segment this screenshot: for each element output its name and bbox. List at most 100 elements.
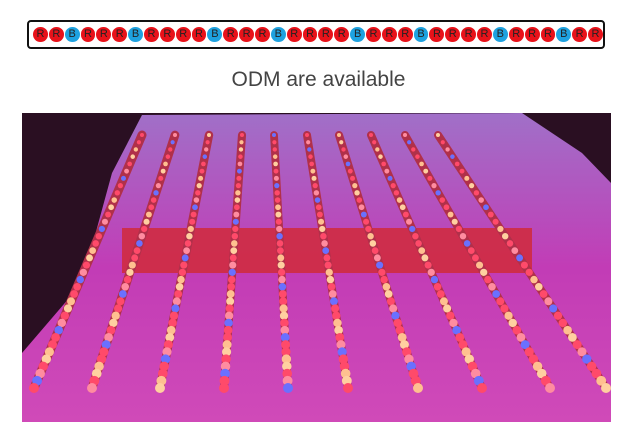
led-light [397,333,407,342]
led-light [511,247,519,255]
led-light [378,154,383,159]
led-light [114,190,120,196]
led-light [229,261,237,269]
led-light [530,275,538,284]
led-light [458,340,468,350]
led-light [48,340,57,350]
led-light [393,190,400,196]
led-light [274,197,281,203]
led-light [228,268,236,276]
led-light [87,383,97,393]
led-light [173,133,177,137]
led-light [483,204,489,211]
led-light [326,275,335,284]
led-light [189,218,196,225]
led-light [508,318,517,328]
led-red: R [159,27,175,42]
led-light [86,254,93,262]
led-light [343,383,353,393]
led-light [92,240,99,247]
led-light [386,297,395,306]
led-light [340,368,351,379]
led-light [331,304,340,313]
led-light [171,304,180,313]
led-light [172,297,181,306]
led-light [327,283,336,291]
led-light [404,354,414,364]
led-light [315,204,322,211]
led-light [276,233,283,240]
led-light [451,218,458,225]
led-light [477,383,487,393]
led-light [145,211,152,218]
led-light [143,218,150,225]
led-light [277,268,286,276]
led-light [162,347,172,357]
led-red: R [80,27,96,42]
led-light [332,311,341,320]
led-light [184,240,192,247]
led-light [148,204,155,211]
led-light [201,161,206,167]
led-light [418,247,426,255]
led-light [220,361,231,372]
led-red: R [524,27,540,42]
led-red: R [223,27,239,42]
led-light [525,268,533,276]
led-light [279,311,289,320]
led-light [407,140,412,145]
led-light [106,325,116,335]
led-light [278,283,287,291]
led-light [226,297,235,306]
led-light [95,233,103,240]
led-light [436,290,445,298]
led-light [464,175,470,181]
led-light [98,225,105,233]
led-light [492,290,501,298]
led-light [272,133,276,137]
led-light [345,161,351,167]
led-light [415,154,420,159]
led-light [195,190,201,196]
led-light [279,304,288,313]
led-light [193,197,200,203]
led-light [467,247,475,255]
led-light [165,154,171,159]
led-light [128,261,136,269]
led-light [223,325,233,335]
led-light [219,383,229,393]
led-light [596,375,607,386]
led-light [219,375,230,386]
led-light [183,247,190,255]
led-light [79,268,87,276]
led-light [228,275,236,284]
led-light [439,297,448,306]
led-light [427,268,435,276]
led-light [488,283,496,291]
led-light [190,211,197,218]
led-light [396,197,403,203]
led-light [389,304,398,313]
led-light [601,383,611,393]
led-light [586,361,597,372]
led-light [275,204,281,211]
led-light [278,275,286,284]
led-light [365,225,372,233]
led-light [237,161,243,167]
led-light [231,233,238,240]
led-light [325,268,333,276]
led-light [237,168,242,174]
led-light [544,297,553,306]
led-light [306,140,311,145]
led-light [406,361,416,372]
led-light [391,311,400,320]
led-light [360,211,367,218]
led-light [333,318,342,328]
led-light [373,254,381,262]
led-light [126,268,134,276]
led-light [168,147,173,152]
led-light [369,240,377,247]
led-blue: B [64,27,80,42]
led-light [114,304,123,313]
led-light [427,175,433,181]
